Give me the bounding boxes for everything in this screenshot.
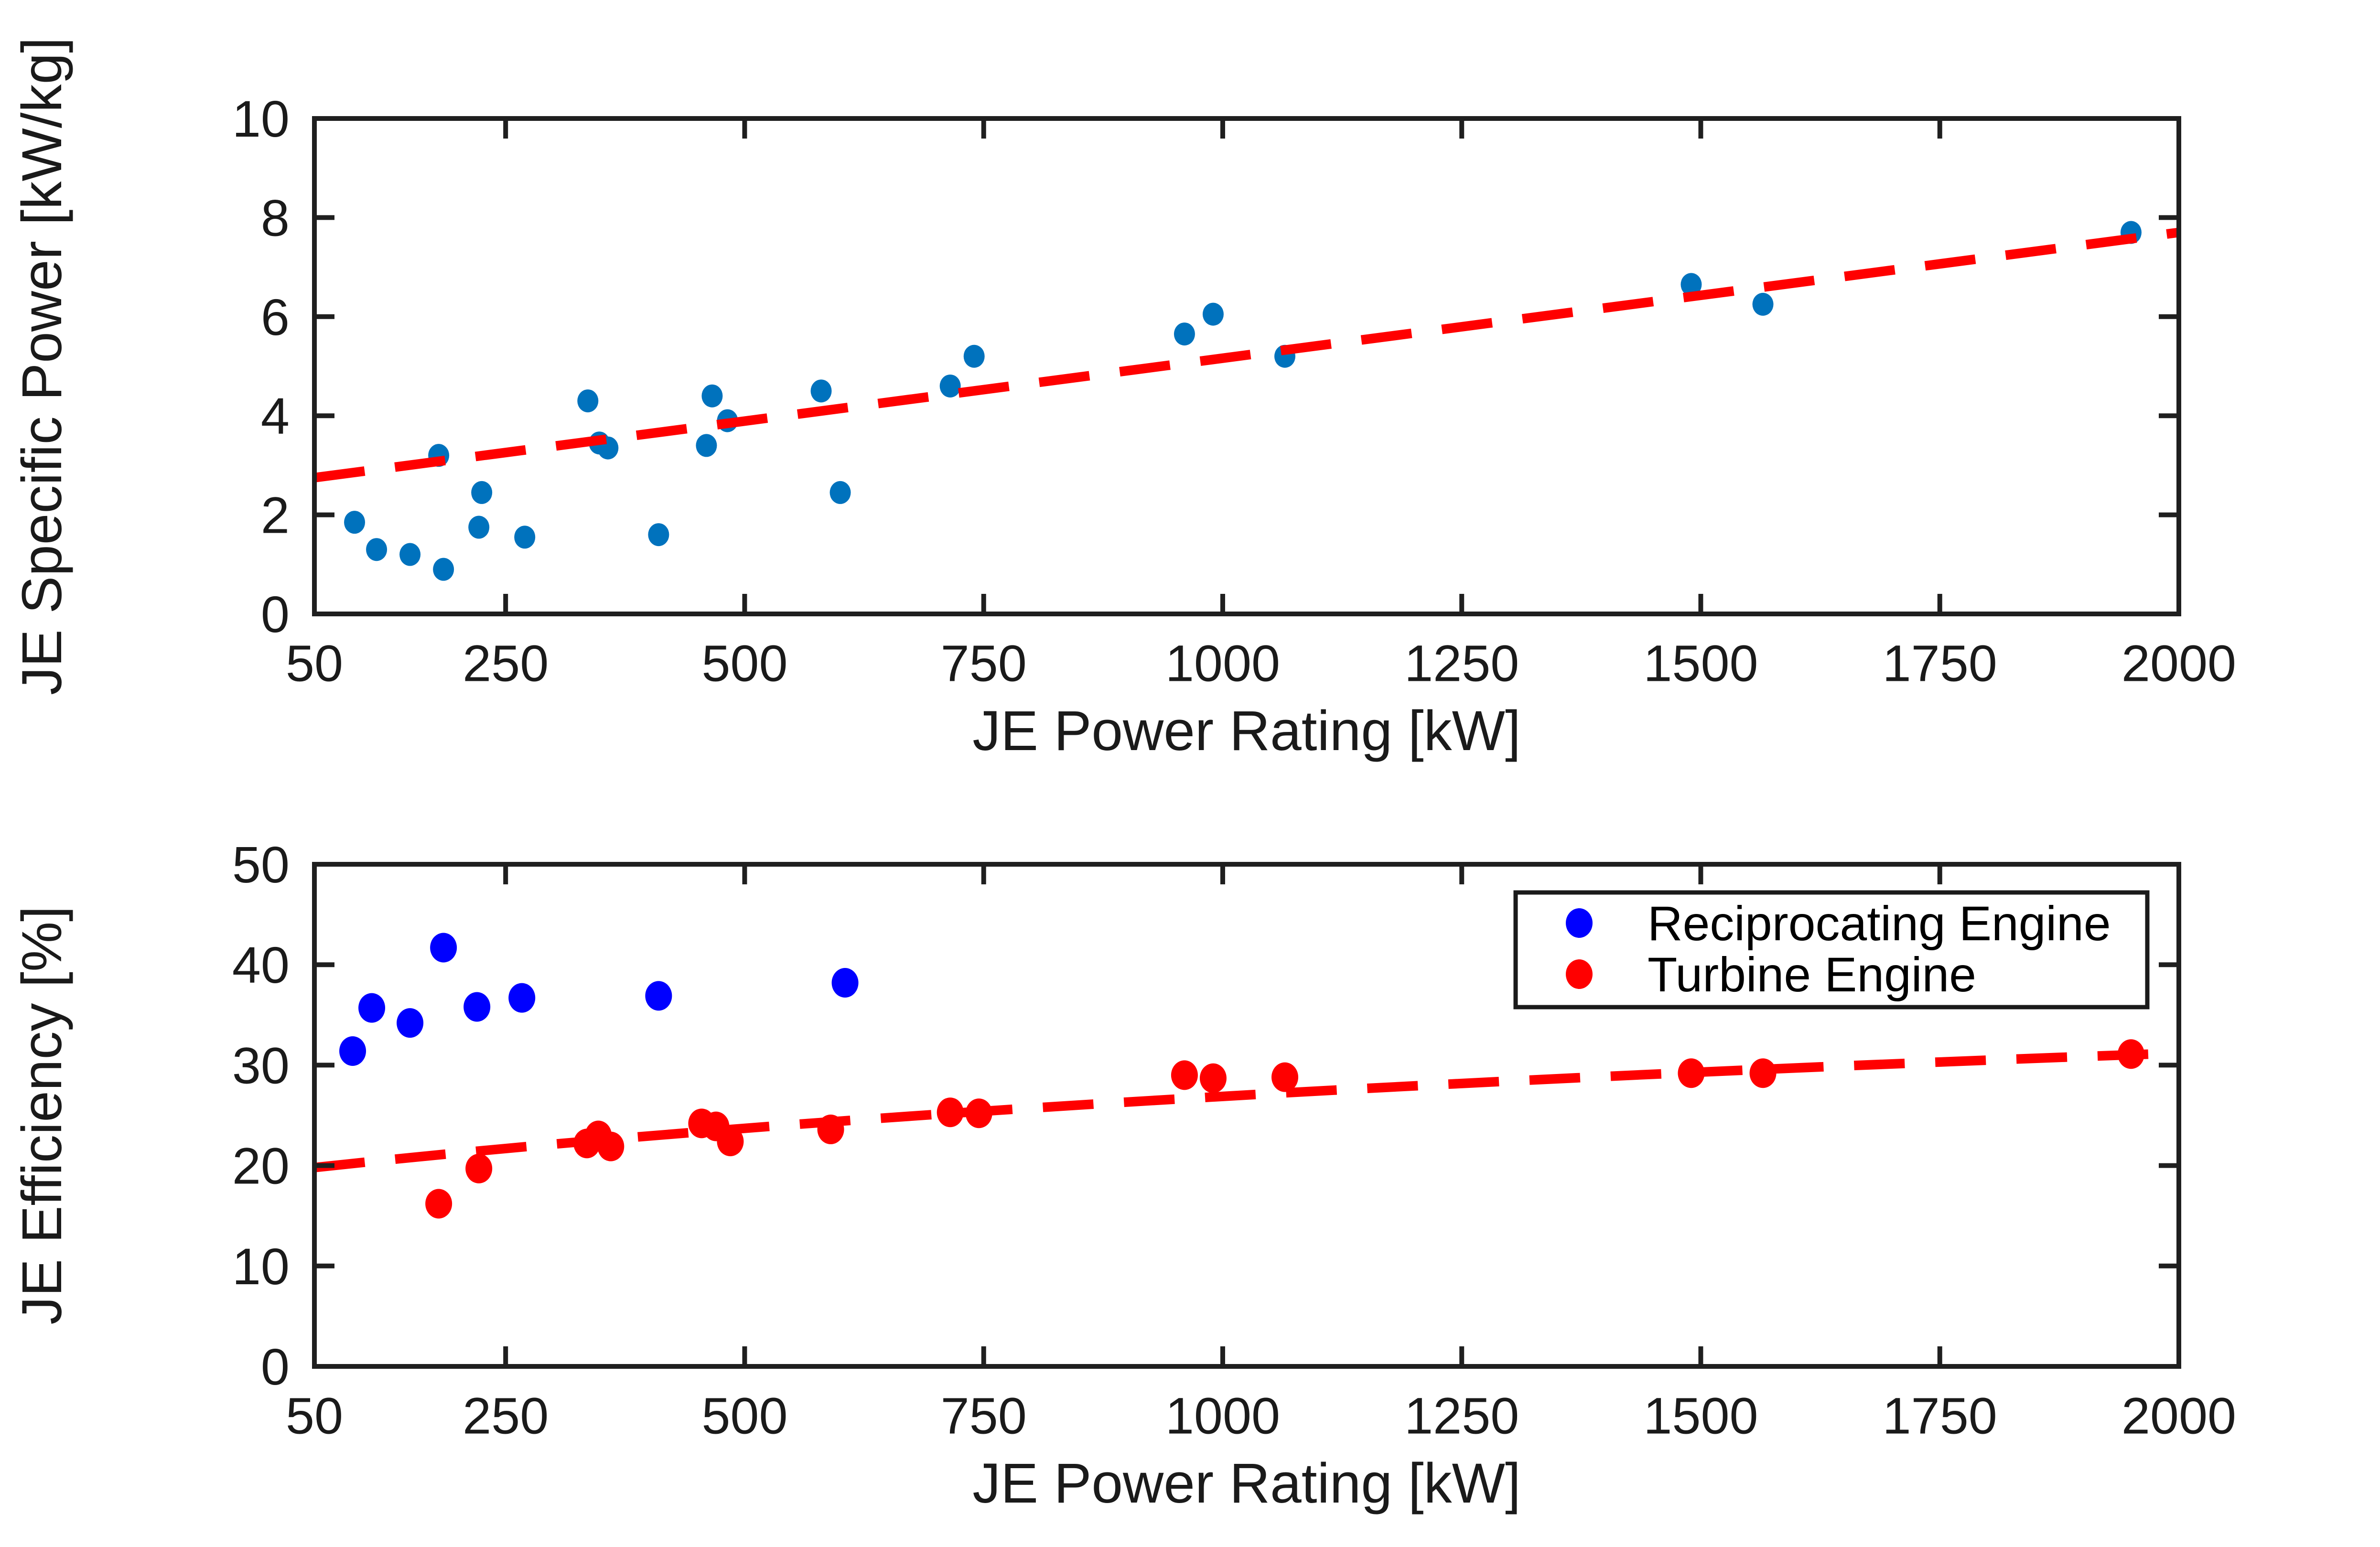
x-tick-label: 250 [463,634,549,692]
scatter-point-turbine-engine [1171,1060,1198,1090]
y-tick-label: 8 [261,189,290,247]
scatter-point-turbine-engine [1199,1063,1227,1093]
scatter-point-je-specific-power [829,481,851,504]
x-tick-label: 250 [463,1386,549,1444]
scatter-point-je-specific-power [1202,302,1224,326]
scatter-point-reciprocating-engine [339,1036,366,1066]
legend-box [1513,890,2150,1010]
y-tick-label: 10 [232,1237,290,1295]
x-tick-label: 1500 [1643,634,1758,692]
legend-marker-reciprocating-engine [1566,908,1593,938]
scatter-point-je-specific-power [471,481,493,504]
x-tick-label: 1750 [1883,1386,1997,1444]
x-tick-label: 750 [941,1386,1027,1444]
y-tick-label: 2 [261,486,290,544]
x-tick-label: 1500 [1643,1386,1758,1444]
y-tick-label: 20 [232,1137,290,1195]
x-tick-label: 1750 [1883,634,1997,692]
scatter-point-turbine-engine [1678,1058,1705,1088]
scatter-point-je-specific-power [514,526,536,549]
x-tick-label: 2000 [2122,1386,2236,1444]
scatter-point-je-specific-power [344,511,366,534]
scatter-point-turbine-engine [1749,1058,1777,1088]
scatter-point-reciprocating-engine [358,993,386,1023]
scatter-point-reciprocating-engine [463,992,491,1022]
axes-box [312,862,2181,1369]
x-tick-label: 750 [941,634,1027,692]
scatter-point-je-specific-power [577,389,599,413]
scatter-point-je-specific-power [810,379,832,403]
x-axis-label: JE Power Rating [kW] [972,699,1521,763]
x-tick-label: 50 [286,634,343,692]
scatter-point-je-specific-power [963,344,985,368]
y-axis-label: JE Specific Power [kW/kg] [11,37,74,695]
y-tick-label: 30 [232,1036,290,1094]
x-tick-label: 2000 [2122,634,2236,692]
scatter-point-je-specific-power [399,543,421,566]
scatter-point-je-specific-power [648,523,669,547]
scatter-point-turbine-engine [937,1097,964,1128]
scatter-point-je-specific-power [696,434,717,457]
x-tick-label: 1000 [1165,1386,1280,1444]
y-tick-label: 6 [261,288,290,346]
scatter-point-je-specific-power [1752,292,1774,316]
y-tick-label: 4 [261,387,290,445]
x-axis-label: JE Power Rating [kW] [972,1452,1521,1515]
scatter-point-reciprocating-engine [430,933,457,963]
trend-curve-dashed [313,1048,2179,1172]
x-tick-label: 1250 [1404,634,1519,692]
scatter-point-je-specific-power [939,374,961,397]
x-tick-label: 1250 [1404,1386,1519,1444]
scatter-point-je-specific-power [433,558,454,581]
y-tick-label: 0 [261,585,290,643]
y-axis-label: JE Efficiency [%] [11,906,74,1325]
scatter-point-reciprocating-engine [645,981,672,1011]
y-tick-label: 10 [232,90,290,148]
y-tick-label: 40 [232,936,290,994]
scatter-point-je-specific-power [468,516,490,539]
scatter-point-turbine-engine [425,1189,452,1219]
legend-label: Turbine Engine [1648,947,1976,1002]
trend-line-dashed [313,227,2180,483]
legend-label: Reciprocating Engine [1648,896,2111,951]
legend-marker-turbine-engine [1566,959,1593,989]
x-tick-label: 1000 [1165,634,1280,692]
scatter-point-reciprocating-engine [397,1008,424,1038]
scatter-point-turbine-engine [465,1153,493,1183]
scatter-point-reciprocating-engine [831,968,859,998]
x-tick-label: 500 [701,1386,787,1444]
y-tick-label: 50 [232,836,290,893]
scatter-point-je-specific-power [701,384,723,408]
scatter-point-je-specific-power [366,538,388,561]
y-tick-label: 0 [261,1338,290,1396]
scatter-point-je-specific-power [1174,322,1195,346]
scatter-point-turbine-engine [1271,1062,1299,1092]
scatter-point-je-specific-power [1680,273,1702,296]
x-tick-label: 50 [286,1386,343,1444]
scatter-point-reciprocating-engine [508,983,536,1013]
x-tick-label: 500 [701,634,787,692]
axes-box [312,116,2181,616]
